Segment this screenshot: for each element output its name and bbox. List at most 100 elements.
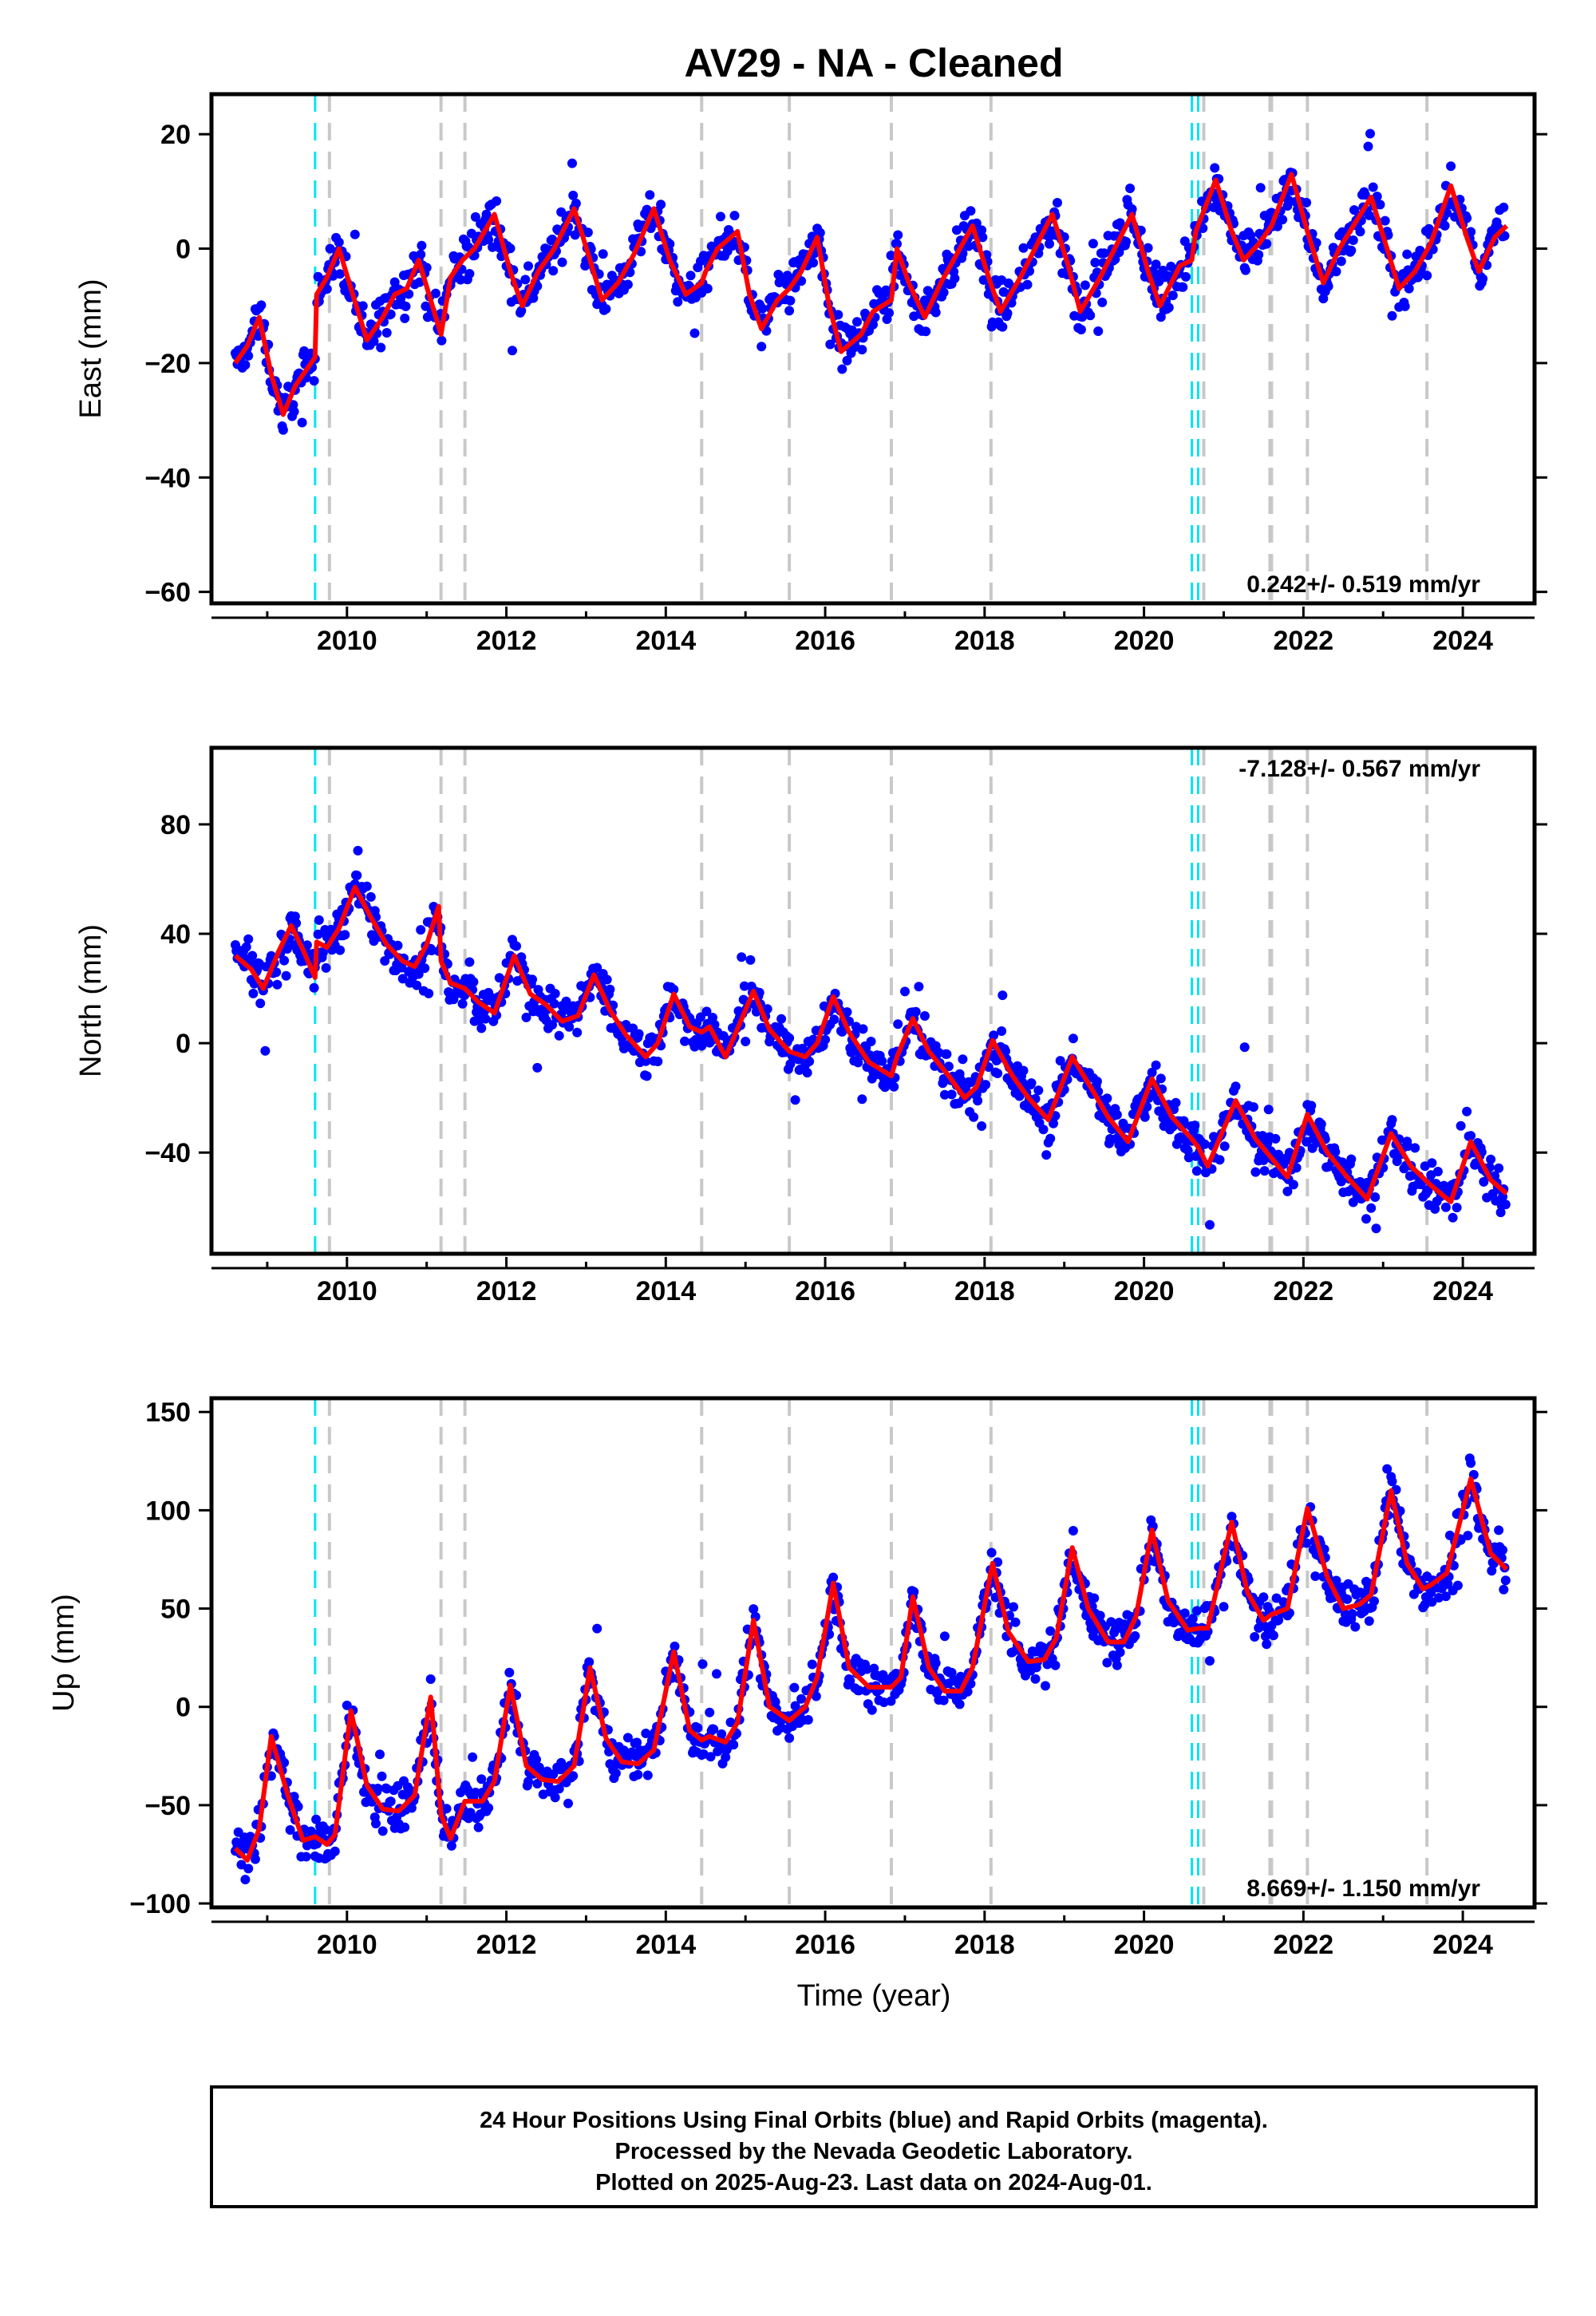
data-point (361, 881, 372, 891)
data-point (488, 242, 498, 252)
data-point (986, 1547, 997, 1558)
data-point (484, 1803, 494, 1813)
data-point (1364, 210, 1374, 220)
x-tick-label: 2024 (1432, 626, 1493, 656)
data-point (393, 940, 403, 951)
y-tick-label: −50 (144, 1791, 191, 1821)
data-point (381, 328, 392, 338)
data-point (1392, 1156, 1402, 1167)
plot-frame (209, 1396, 1537, 1910)
data-point (1130, 1630, 1140, 1641)
data-point (858, 1024, 868, 1034)
y-tick-label: 0 (176, 1029, 191, 1059)
data-point (634, 1029, 644, 1039)
data-point (946, 1667, 957, 1678)
data-point (430, 288, 440, 298)
data-point (505, 243, 516, 254)
data-point (930, 307, 941, 318)
data-point (1022, 279, 1033, 290)
data-point (358, 301, 368, 311)
data-point (930, 1658, 941, 1668)
data-point (245, 1832, 255, 1842)
data-point (1255, 183, 1266, 193)
data-point (837, 1026, 847, 1037)
data-point (977, 1121, 987, 1131)
data-point (1499, 202, 1509, 212)
data-point (641, 1729, 651, 1738)
data-point (757, 342, 767, 352)
data-point (950, 273, 960, 283)
data-point (1422, 271, 1432, 281)
footer-line-3: Plotted on 2025-Aug-23. Last data on 202… (595, 2170, 1152, 2195)
velocity-rate-label: -7.128+/- 0.567 mm/yr (1238, 756, 1480, 782)
data-point (1263, 1105, 1274, 1115)
data-point (350, 229, 360, 239)
data-point (1316, 1119, 1326, 1129)
data-point (1049, 1118, 1058, 1128)
data-point (958, 1054, 968, 1065)
data-point (790, 1095, 800, 1105)
data-point (548, 266, 559, 276)
data-point (939, 1089, 950, 1100)
data-point (322, 284, 332, 294)
data-point (892, 239, 902, 249)
data-point (802, 1068, 812, 1078)
data-point (1140, 1112, 1150, 1122)
data-point (1404, 283, 1414, 294)
data-point (729, 1740, 739, 1750)
velocity-rate-label: 0.242+/- 0.519 mm/yr (1246, 571, 1480, 598)
data-point (741, 1037, 751, 1046)
data-point (243, 1863, 254, 1874)
data-point (978, 275, 989, 285)
data-point (1494, 1163, 1504, 1173)
data-point (969, 1112, 979, 1122)
data-point (1462, 1106, 1472, 1117)
data-point (1102, 1093, 1112, 1104)
data-point (939, 1631, 950, 1642)
data-point (784, 306, 795, 316)
data-point (1288, 1180, 1298, 1190)
y-tick-label: −100 (129, 1889, 191, 1919)
y-tick-label: 20 (160, 120, 191, 150)
data-point (568, 190, 579, 200)
up-panel: 2010 2012 2014 2016 2018 2020 2022 2024 150 100 50… (47, 1396, 1547, 1960)
data-point (1364, 1616, 1374, 1626)
data-point (473, 1822, 484, 1832)
data-point (520, 275, 531, 285)
data-point (240, 1875, 251, 1885)
data-point (1102, 1658, 1112, 1668)
data-point (1199, 1139, 1210, 1149)
data-point (400, 1822, 410, 1832)
data-point (1205, 1656, 1215, 1666)
data-point (476, 1774, 487, 1784)
data-point (911, 1006, 921, 1017)
data-point (877, 1056, 887, 1066)
data-point (1355, 227, 1365, 237)
data-point (1183, 1145, 1193, 1156)
data-point (605, 984, 615, 994)
data-point (745, 954, 756, 965)
data-point (243, 934, 254, 944)
y-tick-label: 50 (160, 1595, 191, 1625)
data-point (1210, 163, 1220, 173)
data-point (1323, 281, 1333, 291)
y-tick-label: 80 (160, 810, 191, 840)
data-point (645, 190, 655, 200)
x-tick-label: 2020 (1114, 626, 1175, 656)
data-point (811, 1691, 821, 1701)
data-point (404, 289, 414, 299)
data-point (1151, 1060, 1161, 1070)
data-point (1026, 1078, 1037, 1089)
data-point (1181, 271, 1191, 282)
data-point (281, 970, 291, 981)
x-tick-label: 2012 (476, 1930, 537, 1960)
data-point (867, 1705, 877, 1715)
data-point (1090, 258, 1100, 267)
x-tick-label: 2020 (1114, 1276, 1175, 1306)
footer-box (210, 2085, 1538, 2208)
data-point (1336, 256, 1346, 267)
data-point (962, 1686, 973, 1697)
data-point (1347, 1609, 1357, 1619)
data-point (340, 930, 350, 940)
data-point (1380, 215, 1390, 226)
